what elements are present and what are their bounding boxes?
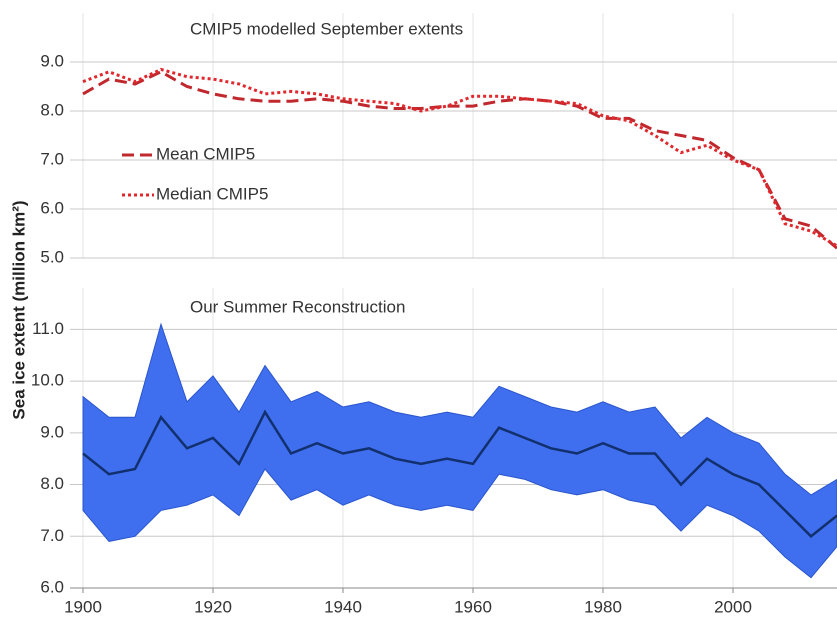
- x-tick-label: 1960: [454, 597, 492, 616]
- legend-label: Median CMIP5: [156, 184, 268, 203]
- y-tick-label: 8.0: [40, 100, 64, 119]
- y-axis-label: Sea ice extent (million km²): [9, 200, 28, 419]
- y-tick-label: 6.0: [40, 198, 64, 217]
- y-tick-label: 11.0: [32, 319, 64, 338]
- top-title: CMIP5 modelled September extents: [190, 19, 463, 38]
- x-tick-label: 1940: [324, 597, 362, 616]
- series-line: [82, 67, 837, 248]
- x-tick-label: 1900: [64, 597, 102, 616]
- series-line: [82, 70, 837, 250]
- x-tick-label: 2000: [714, 597, 752, 616]
- confidence-band: [82, 322, 837, 579]
- y-tick-label: 9.0: [40, 422, 64, 441]
- y-tick-label: 7.0: [40, 526, 64, 545]
- legend-label: Mean CMIP5: [156, 144, 255, 163]
- x-tick-label: 1920: [194, 597, 232, 616]
- y-tick-label: 7.0: [40, 149, 64, 168]
- y-tick-label: 6.0: [40, 577, 64, 596]
- bottom-title: Our Summer Reconstruction: [190, 297, 405, 316]
- series-line: [82, 409, 837, 538]
- y-tick-label: 5.0: [40, 247, 64, 266]
- y-tick-label: 8.0: [40, 474, 64, 493]
- y-tick-label: 9.0: [40, 51, 64, 70]
- plot-area: [70, 13, 837, 258]
- y-tick-label: 10.0: [31, 371, 64, 390]
- x-tick-label: 1980: [584, 597, 622, 616]
